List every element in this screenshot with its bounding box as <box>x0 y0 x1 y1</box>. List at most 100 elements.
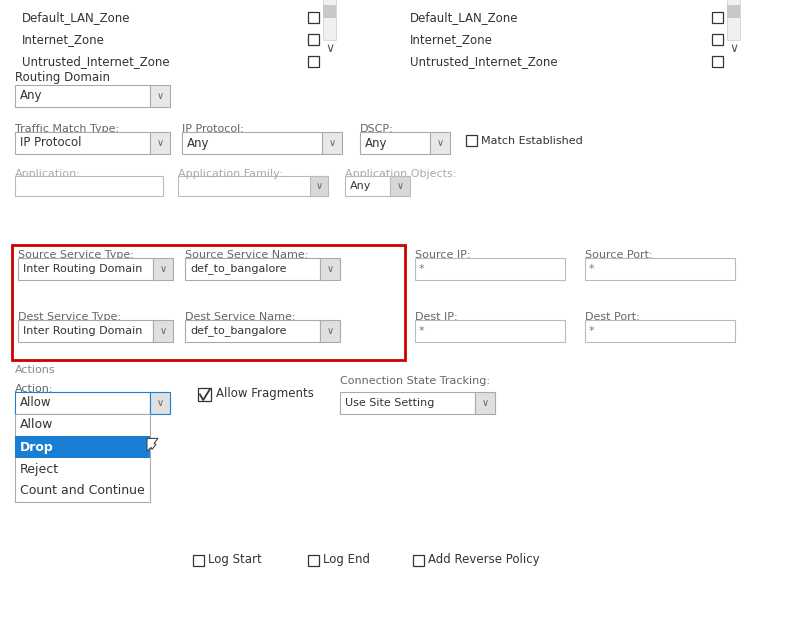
Text: Application Objects:: Application Objects: <box>345 169 457 179</box>
Bar <box>712 12 723 23</box>
Bar <box>15 85 150 107</box>
Text: Drop: Drop <box>20 440 53 453</box>
Text: Application:: Application: <box>15 169 80 179</box>
Text: ∨: ∨ <box>156 138 163 148</box>
Text: *: * <box>419 264 425 274</box>
Text: DSCP:: DSCP: <box>360 124 394 134</box>
Bar <box>308 56 319 67</box>
Bar <box>182 132 322 154</box>
Text: Source IP:: Source IP: <box>415 250 470 260</box>
Text: Actions: Actions <box>15 365 56 375</box>
Text: Allow: Allow <box>20 419 53 432</box>
Text: Log End: Log End <box>323 554 370 567</box>
Text: Source Service Name:: Source Service Name: <box>185 250 308 260</box>
Bar <box>15 392 150 414</box>
Text: ∨: ∨ <box>437 138 444 148</box>
Bar <box>12 245 405 360</box>
Text: Inter Routing Domain: Inter Routing Domain <box>23 264 143 274</box>
Bar <box>15 132 150 154</box>
Bar <box>727 0 740 40</box>
Text: Dest Port:: Dest Port: <box>585 312 640 322</box>
Bar <box>308 12 319 23</box>
Bar <box>360 132 430 154</box>
Text: def_to_bangalore: def_to_bangalore <box>190 325 286 337</box>
Text: Default_LAN_Zone: Default_LAN_Zone <box>22 11 131 24</box>
Bar <box>150 132 170 154</box>
Bar <box>193 555 204 566</box>
Bar <box>712 56 723 67</box>
Text: ∨: ∨ <box>396 181 403 191</box>
Text: ∨: ∨ <box>156 398 163 408</box>
Text: *: * <box>419 326 425 336</box>
Text: Log Start: Log Start <box>208 554 261 567</box>
Bar <box>150 85 170 107</box>
Text: *: * <box>589 264 595 274</box>
Text: Internet_Zone: Internet_Zone <box>410 34 493 47</box>
Text: ∨: ∨ <box>328 138 336 148</box>
Text: IP Protocol:: IP Protocol: <box>182 124 244 134</box>
Text: Dest IP:: Dest IP: <box>415 312 457 322</box>
Text: Action:: Action: <box>15 384 53 394</box>
Bar <box>585 258 735 280</box>
Bar <box>15 176 163 196</box>
Text: Application Family:: Application Family: <box>178 169 283 179</box>
Text: Routing Domain: Routing Domain <box>15 70 110 83</box>
Bar <box>153 258 173 280</box>
Bar <box>308 34 319 45</box>
Text: Reject: Reject <box>20 463 59 475</box>
Text: ∨: ∨ <box>316 181 323 191</box>
Text: Inter Routing Domain: Inter Routing Domain <box>23 326 143 336</box>
Bar <box>475 392 495 414</box>
Text: Default_LAN_Zone: Default_LAN_Zone <box>410 11 519 24</box>
Bar <box>15 414 150 502</box>
Text: Dest Service Type:: Dest Service Type: <box>18 312 121 322</box>
Text: Connection State Tracking:: Connection State Tracking: <box>340 376 490 386</box>
Text: Traffic Match Type:: Traffic Match Type: <box>15 124 119 134</box>
Text: *: * <box>589 326 595 336</box>
Bar <box>323 0 336 40</box>
Bar <box>308 555 319 566</box>
Bar <box>320 258 340 280</box>
Text: Use Site Setting: Use Site Setting <box>345 398 434 408</box>
Bar <box>18 258 153 280</box>
Text: Allow Fragments: Allow Fragments <box>216 388 314 401</box>
Text: Match Established: Match Established <box>481 136 583 146</box>
Text: ∨: ∨ <box>327 326 334 336</box>
Bar <box>727 5 740 19</box>
Text: Internet_Zone: Internet_Zone <box>22 34 105 47</box>
Bar <box>150 392 170 414</box>
Bar <box>18 320 153 342</box>
Text: ∨: ∨ <box>327 264 334 274</box>
Text: Any: Any <box>350 181 371 191</box>
Bar <box>15 436 150 458</box>
Bar <box>320 320 340 342</box>
Bar <box>198 388 211 401</box>
Text: Count and Continue: Count and Continue <box>20 485 145 498</box>
Bar <box>430 132 450 154</box>
Text: def_to_bangalore: def_to_bangalore <box>190 264 286 274</box>
Bar <box>345 176 390 196</box>
Text: ∨: ∨ <box>159 264 167 274</box>
Text: ∨: ∨ <box>729 42 739 55</box>
Bar <box>585 320 735 342</box>
Text: ∨: ∨ <box>159 326 167 336</box>
Text: Untrusted_Internet_Zone: Untrusted_Internet_Zone <box>22 55 170 68</box>
Bar <box>413 555 424 566</box>
Text: Source Service Type:: Source Service Type: <box>18 250 134 260</box>
Bar <box>712 34 723 45</box>
Bar <box>390 176 410 196</box>
Text: ∨: ∨ <box>156 91 163 101</box>
Bar <box>415 320 565 342</box>
Bar <box>415 258 565 280</box>
Text: Source Port:: Source Port: <box>585 250 653 260</box>
Text: Allow: Allow <box>20 396 52 409</box>
Text: ∨: ∨ <box>325 42 335 55</box>
Bar <box>153 320 173 342</box>
Bar <box>178 176 328 196</box>
Bar <box>340 392 475 414</box>
Bar <box>466 135 477 146</box>
Bar <box>185 258 320 280</box>
Text: Any: Any <box>187 136 210 149</box>
Text: Any: Any <box>365 136 387 149</box>
Text: Dest Service Name:: Dest Service Name: <box>185 312 296 322</box>
